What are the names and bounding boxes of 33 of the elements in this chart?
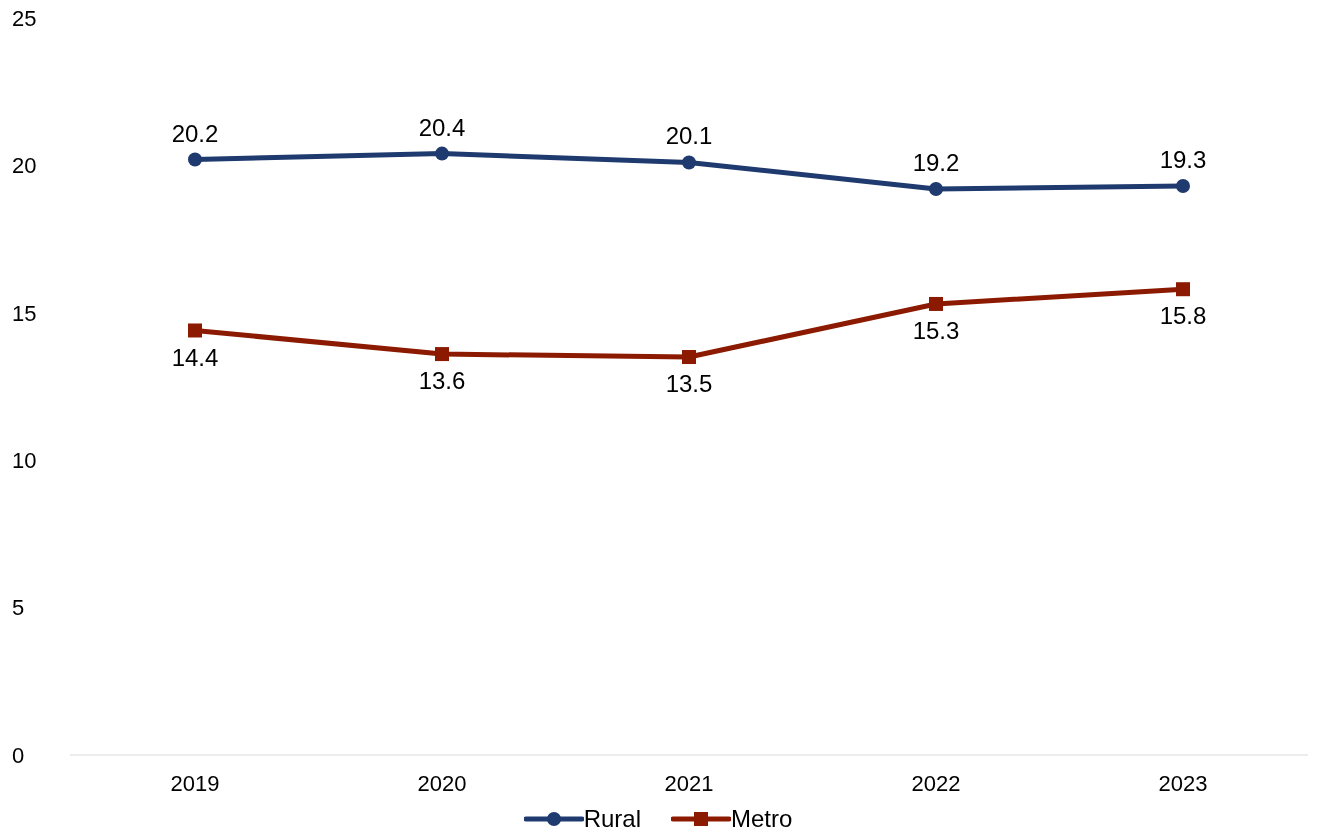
data-label: 15.3 (912, 317, 960, 344)
point (188, 152, 202, 167)
x-tick-label: 2022 (911, 770, 961, 796)
data-label: 15.8 (1159, 302, 1207, 330)
point (1176, 179, 1190, 194)
y-tick-label: 5 (12, 595, 25, 621)
x-tick-label: 2020 (417, 770, 467, 796)
legend-label: Rural (582, 805, 641, 833)
point (435, 347, 449, 362)
y-tick-label: 10 (12, 448, 37, 474)
data-label: 19.3 (1159, 146, 1207, 174)
data-label: 14.4 (171, 343, 219, 371)
point (435, 146, 449, 161)
data-label: 20.1 (665, 122, 713, 150)
data-label: 20.4 (418, 113, 466, 141)
x-tick-label: 2019 (170, 770, 220, 796)
point (929, 296, 943, 311)
data-label: 19.2 (912, 148, 960, 176)
y-tick-label: 0 (12, 742, 25, 768)
point (1176, 282, 1190, 297)
data-label: 13.6 (418, 367, 466, 395)
point (188, 323, 202, 338)
point (682, 350, 696, 365)
x-tick-label: 2021 (664, 770, 714, 796)
data-label: 13.5 (665, 370, 713, 398)
point (929, 181, 943, 196)
legend-label: Metro (730, 805, 793, 833)
y-tick-label: 25 (12, 5, 37, 31)
data-label: 20.2 (171, 119, 219, 147)
y-tick-label: 15 (12, 300, 37, 326)
x-tick-label: 2023 (1158, 770, 1208, 796)
point (682, 155, 696, 170)
y-tick-label: 20 (12, 153, 37, 179)
